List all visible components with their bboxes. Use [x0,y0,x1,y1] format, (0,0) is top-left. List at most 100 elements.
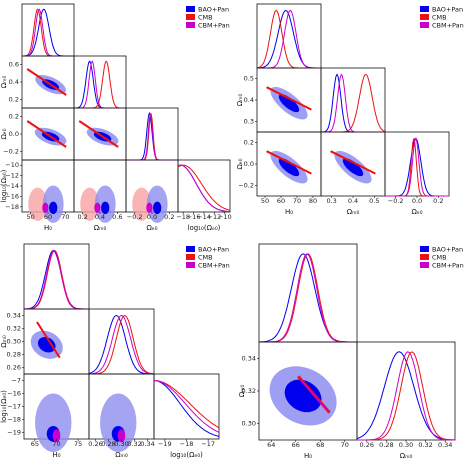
panel-a-xlabel: Ωₑ₀ [146,224,157,232]
panel-c-contour-bao-inner [37,337,56,353]
panel-c-marginal [24,249,89,310]
panel-b-y-tick-label: 0.2 [244,139,254,147]
panel-b-legend-entry: CBM+Pan [432,22,464,30]
panel-c-y-tick-label: 0.28 [7,351,21,359]
panel-a-contour-cmb [132,187,151,221]
panel-b-x-tick-label: 0.4 [348,197,358,205]
panel-d-x-tick-label: 0.28 [379,441,393,449]
panel-c-y-tick-label: 0.34 [7,312,21,320]
panel-c-legend-swatch [186,254,195,260]
panel-d-xlabel: Ωₘ₀ [400,452,413,460]
panel-a-contour-bao-inner [49,201,58,215]
panel-a-x-tick-label: −14 [197,213,211,221]
panel-a-marginal [177,164,231,211]
panel-c-y-tick-label: 0.32 [7,325,21,333]
panel-b-xlabel: Ωₑ₀ [411,208,422,216]
panel-a-x-tick-label: 0.2 [77,213,87,221]
panel-a-marginal [22,8,74,57]
panel-c-x-tick-label: −18 [180,440,194,448]
panel-c-contour-bao [100,393,137,452]
panel-c-marginal [88,314,155,375]
panel-b-legend-entry: BAO+Pan [432,6,463,14]
panel-a-contour-cbm [94,202,101,214]
panel-d-marginal [357,351,455,441]
panel-a-y-tick-label: −10 [5,161,19,169]
panel-b-contour-cmb [266,150,312,175]
panel-a-contour-cmb [26,120,67,148]
panel-d-xlabel: H₀ [304,452,312,460]
panel-c-marginal [154,380,220,433]
panel-c-x-tick-label: 0.26 [88,440,102,448]
panel-c-marginal [24,250,89,310]
panel-a-marginal [22,8,74,57]
panel-d-x-tick-label: 66 [292,441,300,449]
panel-b-x-tick-label: 0.0 [412,197,422,205]
panel-a-legend-entry: BAO+Pan [198,6,229,14]
panel-d-legend-swatch [420,262,429,268]
panel-a-contour-bao-inner [153,201,162,215]
panel-b-marginal [385,138,449,197]
panel-b-legend-swatch [420,6,429,12]
panel-d-x-tick-label: 0.26 [360,441,374,449]
panel-b-y-tick-label: −0.2 [238,181,254,189]
panel-c-contour-cbm [117,429,126,443]
panel-d-marginal [259,253,357,343]
panel-a-legend-entry: CMB [198,14,213,22]
panel-a-ylabel: log₁₀(Ωₑ₀) [0,169,8,202]
panel-b-x-tick-label: 80 [309,197,317,205]
panel-b-cell [256,3,322,69]
panel-d-marginal [259,253,357,343]
panel-c-y-tick-label: −16 [7,390,21,398]
panel-d-y-tick-label: 0.32 [242,387,256,395]
panel-d-marginal [356,351,455,441]
panel-a-xlabel: Ωₘ₀ [94,224,107,232]
panel-c-xlabel: Ωₘ₀ [115,451,128,459]
panel-a-x-tick-label: 60 [44,213,52,221]
panel-a-contour-cmb [26,68,67,96]
panel-c-y-tick-label: 0.30 [7,338,21,346]
panel-b-y-tick-label: 0.0 [244,160,254,168]
panel-d-legend-swatch [420,254,429,260]
panel-b-contour-bao-inner [342,158,364,177]
panel-d-legend-entry: CMB [432,254,447,262]
panel-b-cell [320,67,386,133]
panel-d-contour-cbm [299,378,329,412]
panel-a-ylabel: Ωₘ₀ [0,76,8,89]
panel-d-x-tick-label: 0.30 [399,441,413,449]
panel-c-ylabel: log₁₀(Ωₑ₀) [0,390,8,423]
panel-c-ylabel: Ωₘ₀ [0,335,8,348]
panel-b-ylabel: Ωₘ₀ [236,94,244,107]
panel-b-legend-swatch [420,14,429,20]
panel-b-y-tick-label: 0.4 [244,96,254,104]
panel-a-cell [21,3,75,57]
panel-a-x-tick-label: 0.2 [164,213,174,221]
panel-a-xlabel: log₁₀(Ωₑ₀) [188,224,221,232]
panel-b-contour-cmb [330,150,376,175]
panel-b-contour-bao-inner [278,158,300,177]
panel-a-marginal [74,60,126,109]
panel-b-x-tick-label: 0.2 [433,197,443,205]
panel-c-x-tick-label: 0.30 [114,440,128,448]
panel-a-legend-swatch [186,6,195,12]
panel-a-legend-swatch [186,22,195,28]
panel-c-legend-entry: BAO+Pan [198,246,229,254]
panel-c-y-tick-label: −7 [11,377,21,385]
panel-d-y-tick-label: 0.30 [242,420,256,428]
panel-a-x-tick-label: 0.4 [95,213,105,221]
panel-d-x-tick-label: 70 [341,441,349,449]
panel-d-marginal [259,253,357,343]
panel-a-y-tick-label: −14 [5,182,19,190]
panel-b-x-tick-label: −0.2 [388,197,404,205]
panel-c-x-tick-label: −19 [158,440,172,448]
panel-b-contour-cmb [266,86,312,111]
panel-c-legend-entry: CBM+Pan [198,262,230,270]
panel-d-x-tick-label: 68 [316,441,324,449]
panel-a-y-tick-label: 0.0 [9,130,19,138]
panel-a-x-tick-label: −16 [187,213,201,221]
panel-c-marginal [24,249,89,310]
panel-d-x-tick-label: 0.32 [418,441,432,449]
panel-d-legend-swatch [420,246,429,252]
panel-c-legend-entry: CMB [198,254,213,262]
panel-a-marginal [74,60,126,109]
panel-c-legend-swatch [186,262,195,268]
